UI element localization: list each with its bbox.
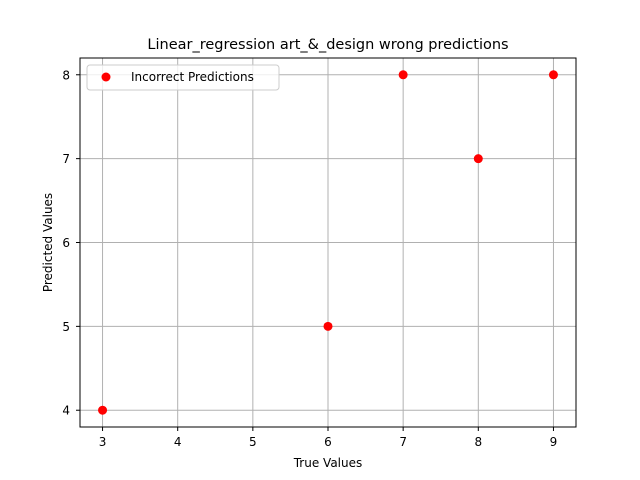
y-axis-label: Predicted Values: [41, 193, 55, 292]
plot-area-frame: [79, 57, 577, 428]
x-tick-label: 7: [399, 435, 407, 449]
data-point: [548, 70, 558, 80]
x-tick-label: 8: [474, 435, 482, 449]
data-point: [323, 321, 333, 331]
x-tick-label: 6: [324, 435, 332, 449]
ticks: 3 4 5 6 7 8 9 4 5 6 7 8: [62, 68, 557, 449]
x-tick-label: 5: [249, 435, 257, 449]
y-tick-label: 6: [62, 236, 70, 250]
legend-box: [86, 64, 280, 91]
x-tick-label: 4: [174, 435, 182, 449]
x-axis-label: True Values: [293, 456, 363, 470]
y-tick-label: 4: [62, 404, 70, 418]
grid: [80, 58, 576, 427]
legend-marker: [101, 72, 111, 82]
x-tick-label: 9: [550, 435, 558, 449]
y-tick-label: 8: [62, 68, 70, 82]
legend: Incorrect Predictions: [86, 64, 280, 91]
data-point: [398, 70, 408, 80]
data-point: [473, 154, 483, 164]
legend-label: Incorrect Predictions: [131, 70, 254, 84]
chart-title: Linear_regression art_&_design wrong pre…: [147, 37, 508, 53]
y-tick-label: 7: [62, 152, 70, 166]
x-tick-label: 3: [99, 435, 107, 449]
data-point: [98, 405, 108, 415]
y-tick-label: 5: [62, 320, 70, 334]
data-points: [98, 70, 558, 415]
